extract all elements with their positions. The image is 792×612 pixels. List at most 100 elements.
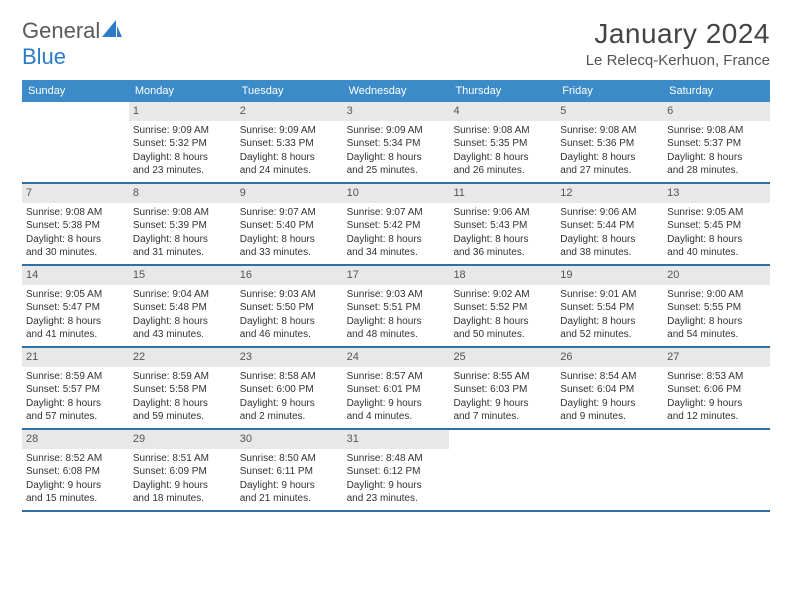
sunset-text: Sunset: 6:08 PM	[26, 465, 125, 479]
daylight1-text: Daylight: 9 hours	[133, 479, 232, 493]
sunset-text: Sunset: 5:42 PM	[347, 219, 446, 233]
day-cell	[663, 430, 770, 510]
day-cell: 30Sunrise: 8:50 AMSunset: 6:11 PMDayligh…	[236, 430, 343, 510]
daylight1-text: Daylight: 8 hours	[26, 397, 125, 411]
day-cell: 29Sunrise: 8:51 AMSunset: 6:09 PMDayligh…	[129, 430, 236, 510]
daylight1-text: Daylight: 8 hours	[453, 151, 552, 165]
weekday-header-cell: Thursday	[449, 80, 556, 102]
sunrise-text: Sunrise: 9:09 AM	[133, 124, 232, 138]
sunrise-text: Sunrise: 9:08 AM	[133, 206, 232, 220]
sunrise-text: Sunrise: 9:08 AM	[453, 124, 552, 138]
sunrise-text: Sunrise: 8:52 AM	[26, 452, 125, 466]
sunset-text: Sunset: 6:11 PM	[240, 465, 339, 479]
day-cell: 13Sunrise: 9:05 AMSunset: 5:45 PMDayligh…	[663, 184, 770, 264]
day-number: 3	[343, 102, 450, 121]
day-number: 2	[236, 102, 343, 121]
day-number: 5	[556, 102, 663, 121]
sunrise-text: Sunrise: 9:08 AM	[667, 124, 766, 138]
daylight1-text: Daylight: 9 hours	[667, 397, 766, 411]
day-cell: 14Sunrise: 9:05 AMSunset: 5:47 PMDayligh…	[22, 266, 129, 346]
sunset-text: Sunset: 6:00 PM	[240, 383, 339, 397]
day-number: 18	[449, 266, 556, 285]
sunrise-text: Sunrise: 8:54 AM	[560, 370, 659, 384]
day-number: 26	[556, 348, 663, 367]
day-cell: 23Sunrise: 8:58 AMSunset: 6:00 PMDayligh…	[236, 348, 343, 428]
daylight2-text: and 33 minutes.	[240, 246, 339, 260]
day-number: 19	[556, 266, 663, 285]
sunset-text: Sunset: 6:01 PM	[347, 383, 446, 397]
day-cell: 11Sunrise: 9:06 AMSunset: 5:43 PMDayligh…	[449, 184, 556, 264]
weekday-header-row: SundayMondayTuesdayWednesdayThursdayFrid…	[22, 80, 770, 102]
sunset-text: Sunset: 5:45 PM	[667, 219, 766, 233]
daylight1-text: Daylight: 8 hours	[240, 233, 339, 247]
daylight2-text: and 30 minutes.	[26, 246, 125, 260]
daylight2-text: and 41 minutes.	[26, 328, 125, 342]
weeks-container: 1Sunrise: 9:09 AMSunset: 5:32 PMDaylight…	[22, 102, 770, 512]
sunrise-text: Sunrise: 8:59 AM	[133, 370, 232, 384]
sunrise-text: Sunrise: 9:03 AM	[347, 288, 446, 302]
sunrise-text: Sunrise: 9:09 AM	[240, 124, 339, 138]
sunrise-text: Sunrise: 8:48 AM	[347, 452, 446, 466]
sunset-text: Sunset: 6:04 PM	[560, 383, 659, 397]
day-number: 24	[343, 348, 450, 367]
daylight2-text: and 36 minutes.	[453, 246, 552, 260]
sunset-text: Sunset: 6:06 PM	[667, 383, 766, 397]
daylight2-text: and 52 minutes.	[560, 328, 659, 342]
sunrise-text: Sunrise: 8:55 AM	[453, 370, 552, 384]
daylight1-text: Daylight: 8 hours	[667, 151, 766, 165]
sunrise-text: Sunrise: 9:05 AM	[667, 206, 766, 220]
day-number: 11	[449, 184, 556, 203]
daylight1-text: Daylight: 8 hours	[347, 151, 446, 165]
logo: GeneralBlue	[22, 18, 122, 70]
sunrise-text: Sunrise: 9:05 AM	[26, 288, 125, 302]
daylight1-text: Daylight: 8 hours	[347, 233, 446, 247]
sunrise-text: Sunrise: 9:07 AM	[240, 206, 339, 220]
logo-word1: General	[22, 18, 100, 43]
sunset-text: Sunset: 5:39 PM	[133, 219, 232, 233]
daylight1-text: Daylight: 8 hours	[347, 315, 446, 329]
daylight2-text: and 23 minutes.	[133, 164, 232, 178]
weekday-header-cell: Wednesday	[343, 80, 450, 102]
sunset-text: Sunset: 5:54 PM	[560, 301, 659, 315]
daylight2-text: and 48 minutes.	[347, 328, 446, 342]
week-row: 14Sunrise: 9:05 AMSunset: 5:47 PMDayligh…	[22, 266, 770, 348]
day-number: 12	[556, 184, 663, 203]
sunrise-text: Sunrise: 8:51 AM	[133, 452, 232, 466]
sunrise-text: Sunrise: 8:53 AM	[667, 370, 766, 384]
day-number: 31	[343, 430, 450, 449]
location-subtitle: Le Relecq-Kerhuon, France	[586, 52, 770, 69]
sunrise-text: Sunrise: 9:01 AM	[560, 288, 659, 302]
sunrise-text: Sunrise: 8:50 AM	[240, 452, 339, 466]
daylight1-text: Daylight: 8 hours	[667, 233, 766, 247]
day-number: 23	[236, 348, 343, 367]
sunset-text: Sunset: 5:55 PM	[667, 301, 766, 315]
day-cell	[556, 430, 663, 510]
sunset-text: Sunset: 5:37 PM	[667, 137, 766, 151]
day-cell: 19Sunrise: 9:01 AMSunset: 5:54 PMDayligh…	[556, 266, 663, 346]
daylight1-text: Daylight: 8 hours	[133, 315, 232, 329]
sunset-text: Sunset: 5:48 PM	[133, 301, 232, 315]
calendar-grid: SundayMondayTuesdayWednesdayThursdayFrid…	[22, 80, 770, 512]
daylight1-text: Daylight: 8 hours	[453, 315, 552, 329]
day-number: 17	[343, 266, 450, 285]
day-cell: 17Sunrise: 9:03 AMSunset: 5:51 PMDayligh…	[343, 266, 450, 346]
day-cell	[449, 430, 556, 510]
day-cell: 15Sunrise: 9:04 AMSunset: 5:48 PMDayligh…	[129, 266, 236, 346]
daylight2-text: and 40 minutes.	[667, 246, 766, 260]
day-cell: 18Sunrise: 9:02 AMSunset: 5:52 PMDayligh…	[449, 266, 556, 346]
daylight2-text: and 34 minutes.	[347, 246, 446, 260]
sunrise-text: Sunrise: 9:00 AM	[667, 288, 766, 302]
logo-word2: Blue	[22, 44, 66, 69]
sunset-text: Sunset: 6:09 PM	[133, 465, 232, 479]
daylight1-text: Daylight: 9 hours	[453, 397, 552, 411]
sunset-text: Sunset: 5:57 PM	[26, 383, 125, 397]
day-cell: 24Sunrise: 8:57 AMSunset: 6:01 PMDayligh…	[343, 348, 450, 428]
day-number: 28	[22, 430, 129, 449]
sunrise-text: Sunrise: 8:59 AM	[26, 370, 125, 384]
day-number: 9	[236, 184, 343, 203]
daylight2-text: and 54 minutes.	[667, 328, 766, 342]
sunset-text: Sunset: 5:40 PM	[240, 219, 339, 233]
day-cell: 22Sunrise: 8:59 AMSunset: 5:58 PMDayligh…	[129, 348, 236, 428]
day-cell: 10Sunrise: 9:07 AMSunset: 5:42 PMDayligh…	[343, 184, 450, 264]
logo-sail-icon	[102, 18, 122, 44]
